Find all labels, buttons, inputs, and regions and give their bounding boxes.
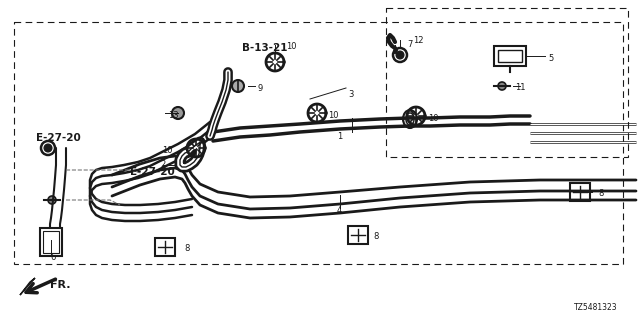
Text: FR.: FR. bbox=[50, 280, 70, 290]
Text: 6: 6 bbox=[50, 253, 56, 262]
Text: 13: 13 bbox=[168, 110, 179, 119]
Bar bbox=[43, 231, 59, 253]
Circle shape bbox=[232, 80, 244, 92]
Circle shape bbox=[172, 107, 184, 119]
Text: 10: 10 bbox=[328, 110, 339, 119]
Text: 11: 11 bbox=[515, 83, 525, 92]
Ellipse shape bbox=[406, 113, 414, 125]
Text: 10: 10 bbox=[286, 42, 296, 51]
Bar bbox=[40, 228, 62, 256]
Text: 8: 8 bbox=[373, 231, 378, 241]
Circle shape bbox=[498, 82, 506, 90]
Circle shape bbox=[396, 51, 404, 59]
Text: E-27-20: E-27-20 bbox=[130, 167, 175, 177]
Text: 10: 10 bbox=[162, 146, 173, 155]
Bar bbox=[14, 22, 623, 264]
Text: 10: 10 bbox=[428, 114, 438, 123]
Text: 4: 4 bbox=[337, 205, 342, 214]
Ellipse shape bbox=[403, 110, 417, 128]
Polygon shape bbox=[20, 278, 35, 295]
Text: 1: 1 bbox=[337, 132, 342, 140]
Text: 9: 9 bbox=[258, 84, 263, 92]
Circle shape bbox=[48, 196, 56, 204]
Text: TZ5481323: TZ5481323 bbox=[574, 303, 618, 312]
Text: 2: 2 bbox=[160, 159, 165, 169]
Bar bbox=[498, 50, 522, 62]
Text: B-13-21: B-13-21 bbox=[242, 43, 287, 53]
Circle shape bbox=[44, 144, 52, 152]
Circle shape bbox=[41, 141, 55, 155]
Text: 3: 3 bbox=[348, 90, 353, 99]
Bar bbox=[155, 238, 175, 256]
Text: 8: 8 bbox=[598, 188, 604, 197]
Text: E-27-20: E-27-20 bbox=[36, 133, 81, 143]
Text: 12: 12 bbox=[413, 36, 424, 44]
Bar bbox=[386, 8, 628, 157]
Circle shape bbox=[393, 48, 407, 62]
Bar bbox=[348, 226, 368, 244]
Text: 7: 7 bbox=[407, 39, 412, 49]
Text: 5: 5 bbox=[548, 53, 553, 62]
Bar bbox=[494, 46, 526, 66]
Text: 8: 8 bbox=[184, 244, 189, 252]
Bar bbox=[570, 183, 590, 201]
